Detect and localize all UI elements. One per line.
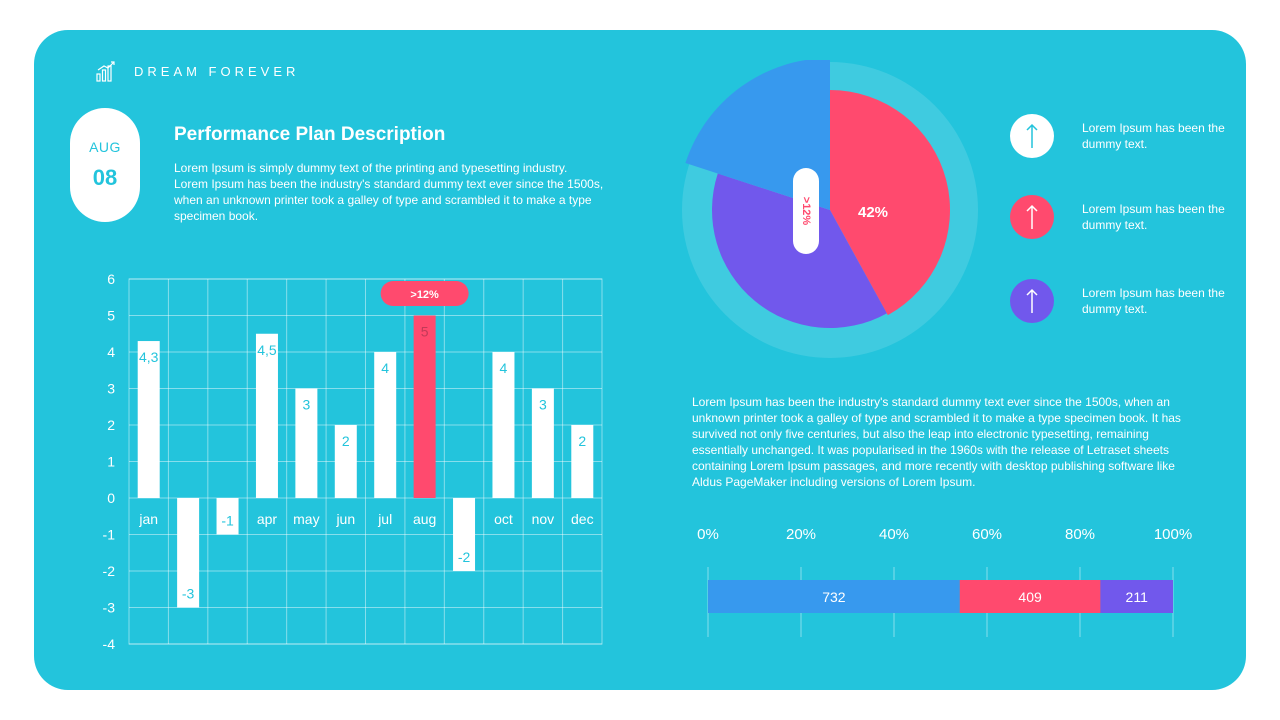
- bar: [177, 498, 200, 608]
- y-tick-label: 1: [107, 454, 115, 470]
- x-tick-label: jan: [138, 511, 158, 527]
- x-tick-label: jun: [335, 511, 355, 527]
- x-tick-label: jul: [377, 511, 392, 527]
- x-tick-label: apr: [257, 511, 278, 527]
- plot-frame: [128, 278, 603, 645]
- x-tick-label: may: [293, 511, 319, 527]
- y-tick-label: -3: [103, 600, 116, 616]
- stacked-segment: [708, 580, 960, 613]
- pie-chart: 42% >12%: [682, 60, 978, 358]
- pie-slice: [685, 60, 830, 210]
- y-tick-label: -1: [103, 527, 116, 543]
- legend-item: Lorem Ipsum has been the dummy text.: [1010, 114, 1232, 158]
- bar: [571, 425, 594, 498]
- bar-value-label: -1: [221, 513, 234, 529]
- x-tick-label: aug: [413, 511, 436, 527]
- bar-value-label: 3: [539, 397, 547, 413]
- legend-item: Lorem Ipsum has been the dummy text.: [1010, 195, 1232, 239]
- bar: [334, 425, 357, 498]
- arrow-up-icon: [1026, 288, 1038, 313]
- pie-slice: [830, 90, 951, 316]
- bar-value-label: -3: [182, 586, 195, 602]
- pie-slice-label: 42%: [858, 204, 888, 221]
- bar-value-label: 4,5: [257, 342, 277, 358]
- legend-marker: [1010, 114, 1054, 158]
- segment-value-label: 732: [822, 589, 846, 605]
- arrow-up-icon: [1026, 204, 1038, 229]
- legend-marker: [1010, 279, 1054, 323]
- y-tick-label: 0: [107, 490, 115, 506]
- bar: [216, 498, 239, 535]
- bar-chart-icon: [96, 61, 115, 82]
- y-tick-label: 6: [107, 271, 115, 287]
- x-tick-label: 60%: [972, 526, 1002, 543]
- callout-badge: [380, 281, 469, 306]
- bar: [492, 352, 515, 498]
- bar-value-label: -2: [458, 549, 471, 565]
- x-tick-label: 0%: [697, 526, 719, 543]
- bar: [453, 498, 476, 571]
- y-tick-label: 3: [107, 381, 115, 397]
- bar-value-label: 4: [500, 360, 508, 376]
- x-tick-label: nov: [532, 511, 555, 527]
- y-tick-label: 2: [107, 417, 115, 433]
- legend-marker: [1010, 195, 1054, 239]
- bar-value-label: 2: [342, 433, 350, 449]
- legend-item: Lorem Ipsum has been the dummy text.: [1010, 279, 1232, 323]
- x-tick-label: dec: [571, 511, 594, 527]
- bar: [531, 388, 554, 498]
- arrow-up-icon: [1026, 123, 1038, 148]
- brand-name: DREAM FOREVER: [134, 63, 300, 79]
- bar-value-label: 4: [381, 360, 389, 376]
- legend-text: Lorem Ipsum has been the dummy text.: [1082, 121, 1225, 151]
- bar: [413, 315, 436, 498]
- description-text: Lorem Ipsum is simply dummy text of the …: [174, 161, 604, 223]
- bar: [255, 333, 278, 498]
- body-text: Lorem Ipsum has been the industry's stan…: [692, 395, 1181, 489]
- y-tick-label: -2: [103, 563, 116, 579]
- bar: [295, 388, 318, 498]
- y-tick-label: 5: [107, 308, 115, 324]
- bar-value-label: 3: [302, 397, 310, 413]
- callout-label: >12%: [410, 289, 439, 301]
- brand: DREAM FOREVER: [96, 60, 299, 82]
- date-badge: AUG 08: [70, 108, 140, 222]
- segment-value-label: 211: [1126, 589, 1149, 605]
- legend-text: Lorem Ipsum has been the dummy text.: [1082, 202, 1225, 232]
- bar-value-label: 2: [578, 433, 586, 449]
- x-tick-label: 40%: [879, 526, 909, 543]
- x-tick-label: oct: [494, 511, 513, 527]
- stacked-segment: [959, 580, 1101, 613]
- bar: [137, 341, 160, 498]
- y-tick-label: 4: [107, 344, 115, 360]
- stacked-bar-chart: 0% 20% 40% 60% 80% 100% 732 409 211: [697, 526, 1192, 637]
- segment-value-label: 409: [1018, 589, 1042, 605]
- x-tick-label: 20%: [786, 526, 816, 543]
- bar-value-label: 4,3: [139, 349, 159, 365]
- bar: [374, 352, 397, 498]
- x-tick-label: 80%: [1065, 526, 1095, 543]
- page-title: Performance Plan Description: [174, 124, 446, 145]
- date-day: 08: [92, 165, 118, 190]
- y-tick-label: -4: [103, 636, 116, 652]
- pie-callout-label: >12%: [800, 197, 812, 226]
- bar-value-label: 5: [421, 324, 429, 340]
- x-tick-label: 100%: [1154, 526, 1192, 543]
- stacked-segment: [1100, 580, 1173, 613]
- legend-text: Lorem Ipsum has been the dummy text.: [1082, 286, 1225, 316]
- pie-callout-badge: [793, 168, 819, 254]
- date-month: AUG: [89, 139, 121, 155]
- monthly-bar-chart: -4 -3 -2 -1 0 1 2 3 4 5 6 4,3 jan -3 -1 4,5 apr 3 may 2 jun 4…: [103, 271, 603, 652]
